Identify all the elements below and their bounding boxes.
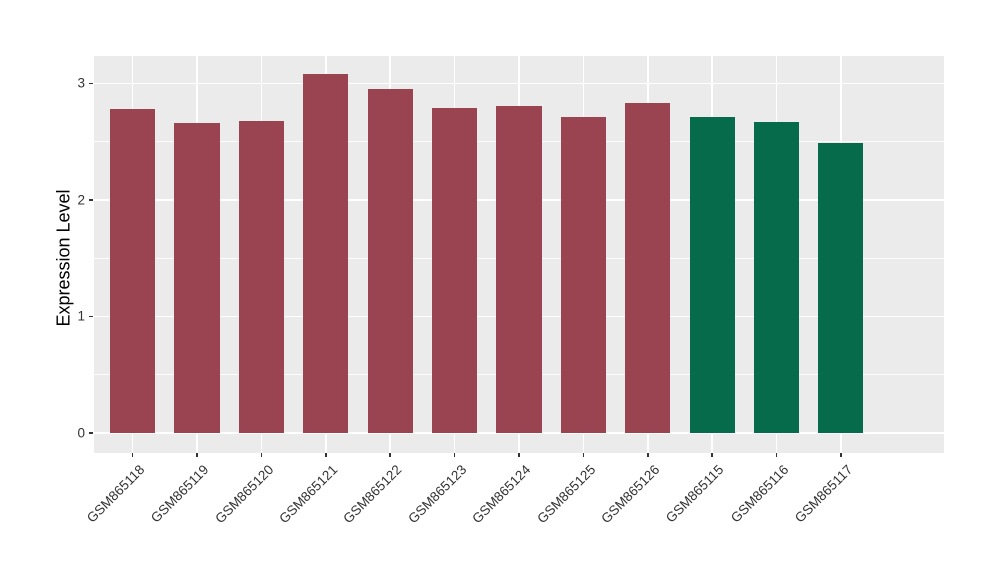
x-tick-mark	[582, 453, 585, 457]
x-tick-label: GSM865124	[469, 462, 534, 527]
y-tick-mark	[89, 315, 93, 318]
bar-GSM865117	[818, 142, 864, 433]
x-tick-label: GSM865122	[340, 462, 405, 527]
y-tick-label: 3	[77, 75, 85, 91]
y-tick-label: 0	[77, 425, 85, 441]
x-tick-mark	[260, 453, 263, 457]
x-tick-mark	[840, 453, 842, 457]
bar-GSM865120	[238, 120, 284, 433]
y-tick-label: 2	[77, 192, 85, 208]
x-tick-mark	[196, 453, 198, 457]
y-axis-title: Expression Level	[53, 189, 74, 327]
x-tick-mark	[131, 453, 134, 457]
x-tick-label: GSM865115	[663, 462, 727, 526]
x-tick-mark	[647, 453, 649, 457]
x-tick-label: GSM865117	[792, 462, 856, 526]
x-tick-label: GSM865118	[83, 462, 148, 526]
bar-GSM865118	[110, 109, 156, 433]
bar-GSM865115	[689, 117, 735, 433]
x-tick-mark	[518, 453, 520, 457]
x-tick-label: GSM865120	[211, 462, 277, 527]
bar-GSM865126	[625, 103, 671, 433]
x-tick-mark	[711, 453, 713, 457]
bar-GSM865116	[754, 121, 800, 433]
x-tick-label: GSM865126	[598, 462, 663, 527]
bar-GSM865121	[303, 74, 349, 433]
y-tick-mark	[89, 82, 93, 85]
y-tick-label: 1	[77, 308, 85, 324]
plot-panel	[94, 56, 944, 453]
x-tick-mark	[775, 453, 778, 457]
bar-GSM865122	[367, 89, 413, 433]
x-tick-mark	[389, 453, 391, 457]
bar-GSM865123	[432, 107, 478, 433]
x-tick-mark	[325, 453, 327, 457]
x-tick-label: GSM865125	[533, 462, 599, 527]
x-tick-label: GSM865121	[276, 462, 341, 527]
x-tick-label: GSM865119	[148, 462, 212, 526]
bar-GSM865119	[174, 123, 220, 433]
x-tick-label: GSM865123	[405, 462, 470, 527]
y-tick-mark	[89, 199, 93, 201]
y-tick-mark	[89, 432, 93, 434]
bar-GSM865124	[496, 105, 542, 433]
x-tick-mark	[453, 453, 456, 457]
bar-GSM865125	[560, 117, 606, 433]
x-tick-label: GSM865116	[727, 462, 792, 526]
